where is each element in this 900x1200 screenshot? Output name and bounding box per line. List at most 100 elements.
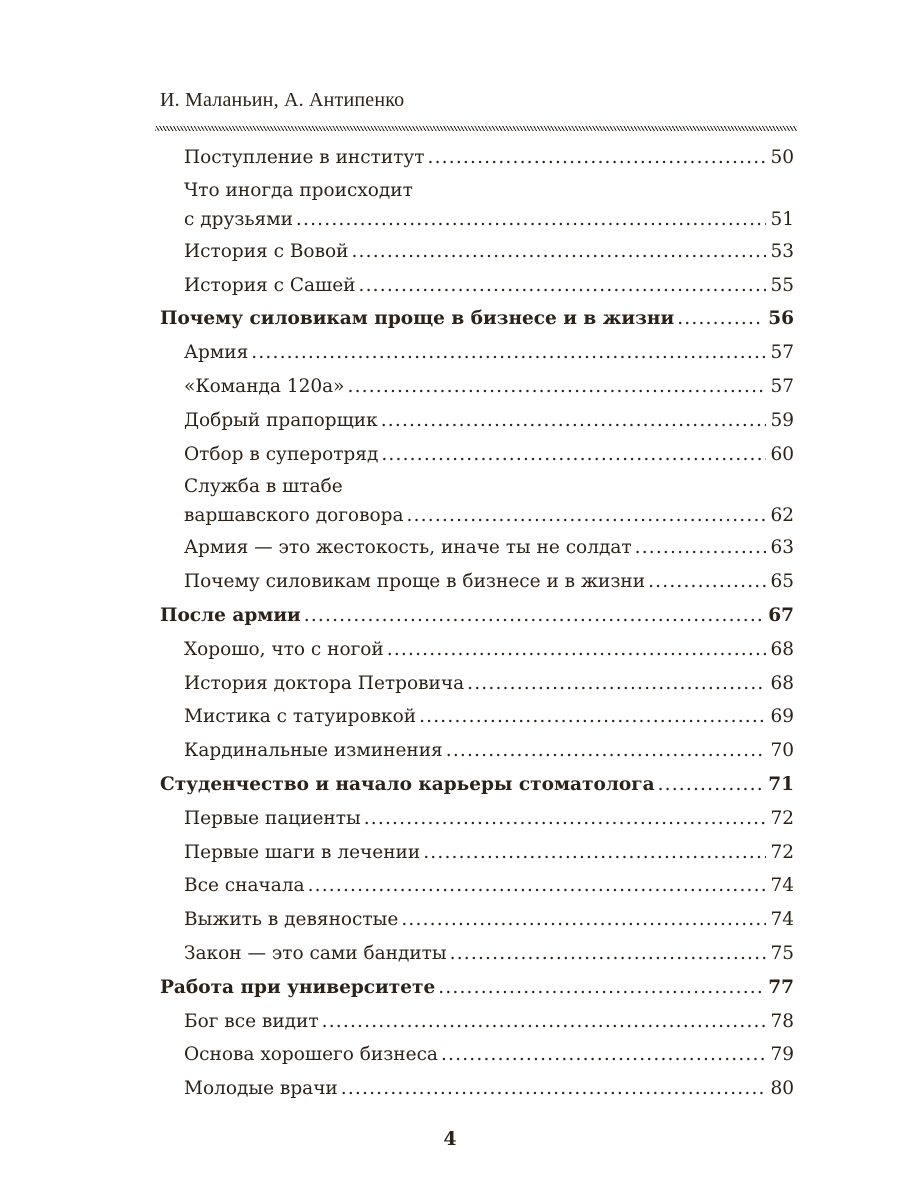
dot-leader [364, 802, 767, 836]
toc-page-number: 78 [770, 1010, 794, 1032]
dot-leader [387, 633, 767, 667]
toc-entry-title: История с Вовой [184, 240, 349, 262]
toc-page-number: 75 [770, 942, 794, 964]
toc-entry-title: Кардинальные изминения [184, 740, 443, 762]
toc-entry-title: История доктора Петровича [184, 672, 465, 694]
toc-entry-title: Армия — это жестокость, иначе ты не солд… [184, 537, 632, 559]
toc-entry-title: Первые пациенты [184, 807, 361, 829]
toc-entry[interactable]: Кардинальные изминения 70 [160, 734, 794, 768]
toc-page-number: 57 [770, 342, 794, 364]
dot-leader [401, 903, 766, 937]
toc-entry[interactable]: Отбор в суперотряд 60 [160, 438, 794, 472]
toc-entry[interactable]: История с Вовой 53 [160, 235, 794, 269]
toc-entry[interactable]: Армия 57 [160, 336, 794, 370]
dot-leader [648, 565, 766, 599]
toc-entry-title: Поступление в институт [184, 147, 425, 168]
toc-entry[interactable]: Все сначала 74 [160, 869, 794, 903]
toc-entry-title: Почему силовикам проще в бизнесе и в жиз… [160, 308, 675, 330]
toc-page-number: 70 [770, 740, 794, 762]
toc-entry-title: Почему силовикам проще в бизнесе и в жиз… [184, 571, 646, 593]
dot-leader [446, 734, 767, 768]
dot-leader [450, 937, 767, 971]
toc-entry-title: Все сначала [184, 875, 305, 897]
toc-entry-title: Закон — это сами бандиты [184, 942, 447, 964]
toc-chapter[interactable]: Почему силовикам проще в бизнесе и в жиз… [160, 302, 794, 336]
toc-entry[interactable]: с друзьями 51 [160, 205, 794, 235]
toc-entry[interactable]: Мистика с татуировкой 69 [160, 700, 794, 734]
toc-entry[interactable]: Молодые врачи 80 [160, 1072, 794, 1106]
toc-chapter[interactable]: После армии 67 [160, 599, 794, 633]
toc-entry[interactable]: Закон — это сами бандиты 75 [160, 937, 794, 971]
toc-page-number: 57 [770, 375, 794, 397]
toc-page-number: 65 [770, 571, 794, 593]
toc-entry[interactable]: Бог все видит 78 [160, 1005, 794, 1039]
toc-page-number: 79 [770, 1044, 794, 1066]
toc-entry-title: «Команда 120а» [184, 375, 345, 397]
toc-page-number: 63 [770, 537, 794, 559]
dot-leader [381, 438, 766, 472]
toc-entry-title: Первые шаги в лечении [184, 841, 421, 863]
dot-leader [351, 235, 766, 269]
dot-leader [441, 1038, 766, 1072]
dot-leader [419, 700, 766, 734]
toc-page-number: 68 [770, 672, 794, 694]
dot-leader [359, 269, 767, 303]
page-number: 4 [443, 1128, 457, 1150]
header-rule [155, 126, 797, 131]
toc-entry[interactable]: История с Сашей 55 [160, 269, 794, 303]
toc-entry-title: Хорошо, что с ногой [184, 638, 384, 660]
toc-entry[interactable]: Первые пациенты 72 [160, 802, 794, 836]
toc-page-number: 62 [770, 505, 794, 527]
dot-leader [423, 836, 766, 870]
dot-leader [347, 370, 766, 404]
toc-page-number: 53 [770, 240, 794, 262]
toc-entry[interactable]: Добрый прапорщик 59 [160, 404, 794, 438]
dot-leader [658, 768, 765, 802]
dot-leader [407, 501, 767, 531]
toc-page-number: 69 [770, 706, 794, 728]
toc-entry[interactable]: Основа хорошего бизнеса 79 [160, 1038, 794, 1072]
toc-entry[interactable]: Первые шаги в лечении 72 [160, 836, 794, 870]
toc-entry-title: Молодые врачи [184, 1078, 338, 1100]
toc-entry[interactable]: Поступление в институт 50 [160, 141, 794, 175]
running-header: И. Маланьин, А. Антипенко [160, 89, 405, 111]
dot-leader [341, 1072, 767, 1106]
toc-page-number: 59 [770, 409, 794, 431]
dot-leader [296, 205, 767, 235]
toc-page-number: 55 [770, 274, 794, 296]
toc-page-number: 71 [768, 773, 794, 795]
toc-entry-title-line: Служба в штабе [184, 476, 343, 498]
toc-entry-title: Основа хорошего бизнеса [184, 1044, 438, 1066]
dot-leader [381, 404, 767, 438]
toc-entry[interactable]: Армия — это жестокость, иначе ты не солд… [160, 531, 794, 565]
dot-leader [251, 336, 766, 370]
toc-entry-title: История с Сашей [184, 274, 356, 296]
dot-leader [428, 141, 767, 175]
dot-leader [677, 302, 764, 336]
toc-page-number: 72 [770, 841, 794, 863]
toc-entry[interactable]: «Команда 120а» 57 [160, 370, 794, 404]
toc-entry-title: Армия [184, 342, 249, 364]
toc-page-number: 74 [770, 875, 794, 897]
toc-chapter[interactable]: Студенчество и начало карьеры стоматолог… [160, 768, 794, 802]
toc-page-number: 60 [770, 443, 794, 465]
toc-page-number: 80 [770, 1078, 794, 1100]
dot-leader [304, 599, 764, 633]
toc-entry-title: Мистика с татуировкой [184, 706, 417, 728]
toc-page-number: 56 [768, 308, 794, 330]
toc-entry-title: Выжить в девяностые [184, 909, 399, 931]
toc-page-number: 67 [768, 604, 794, 626]
toc-entry[interactable]: Хорошо, что с ногой 68 [160, 633, 794, 667]
dot-leader [635, 531, 767, 565]
toc-chapter[interactable]: Работа при университете 77 [160, 971, 794, 1005]
toc-entry-title: Бог все видит [184, 1010, 319, 1032]
toc-page-number: 72 [770, 807, 794, 829]
toc-entry[interactable]: Почему силовикам проще в бизнесе и в жиз… [160, 565, 794, 599]
toc-entry-title: варшавского договора [184, 505, 404, 527]
dot-leader [438, 971, 764, 1005]
toc-entry-title: с друзьями [184, 208, 293, 230]
toc-entry[interactable]: варшавского договора 62 [160, 501, 794, 531]
toc-entry-title: Отбор в суперотряд [184, 443, 379, 465]
toc-entry[interactable]: Выжить в девяностые 74 [160, 903, 794, 937]
toc-entry[interactable]: История доктора Петровича 68 [160, 667, 794, 701]
